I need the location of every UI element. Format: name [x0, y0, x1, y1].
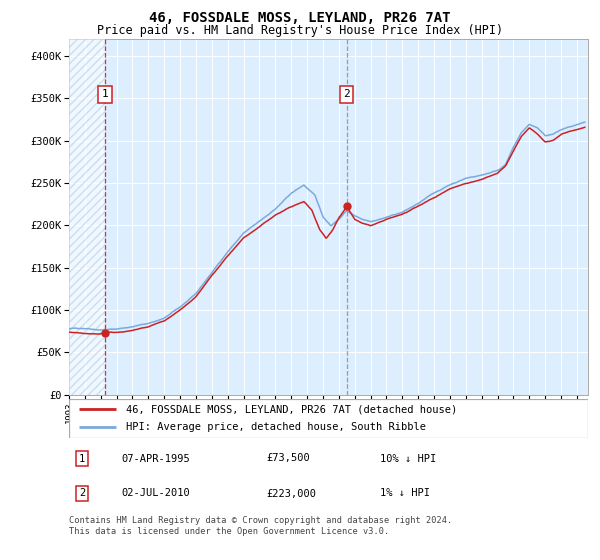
Text: £223,000: £223,000 — [266, 488, 316, 498]
Text: 46, FOSSDALE MOSS, LEYLAND, PR26 7AT (detached house): 46, FOSSDALE MOSS, LEYLAND, PR26 7AT (de… — [126, 404, 457, 414]
Text: 46, FOSSDALE MOSS, LEYLAND, PR26 7AT: 46, FOSSDALE MOSS, LEYLAND, PR26 7AT — [149, 11, 451, 25]
Text: 1: 1 — [101, 89, 109, 99]
Text: £73,500: £73,500 — [266, 454, 310, 464]
Text: 10% ↓ HPI: 10% ↓ HPI — [380, 454, 437, 464]
Text: 02-JUL-2010: 02-JUL-2010 — [121, 488, 190, 498]
Text: Price paid vs. HM Land Registry's House Price Index (HPI): Price paid vs. HM Land Registry's House … — [97, 24, 503, 36]
Text: 2: 2 — [343, 89, 350, 99]
Text: 1% ↓ HPI: 1% ↓ HPI — [380, 488, 430, 498]
Text: 1: 1 — [79, 454, 85, 464]
Text: 2: 2 — [79, 488, 85, 498]
Text: HPI: Average price, detached house, South Ribble: HPI: Average price, detached house, Sout… — [126, 422, 426, 432]
Text: Contains HM Land Registry data © Crown copyright and database right 2024.
This d: Contains HM Land Registry data © Crown c… — [69, 516, 452, 536]
Text: 07-APR-1995: 07-APR-1995 — [121, 454, 190, 464]
